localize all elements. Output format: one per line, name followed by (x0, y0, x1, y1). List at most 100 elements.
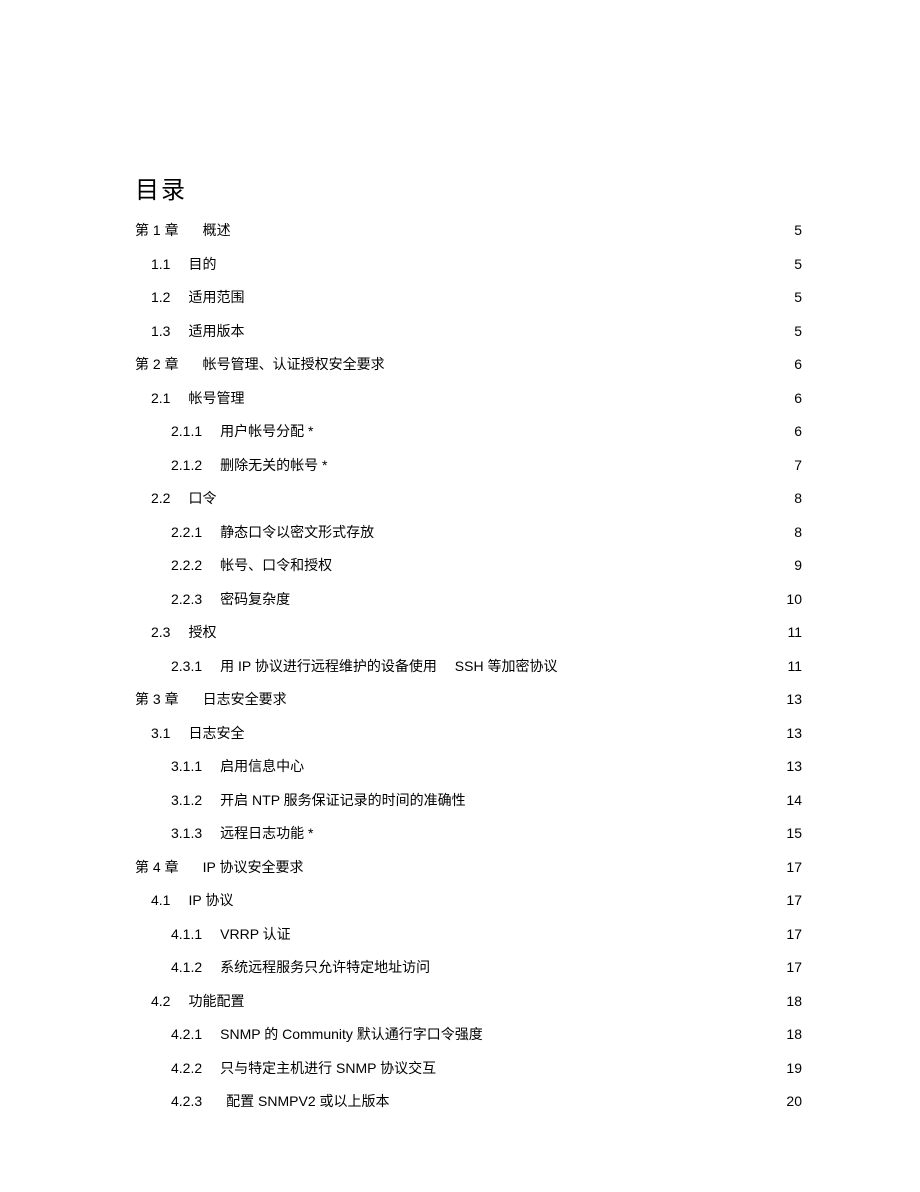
toc-entry: 2.1.1 用户帐号分配 * 6 (135, 424, 802, 438)
toc-entry: 第 2 章 帐号管理、认证授权安全要求 6 (135, 357, 802, 371)
toc-entry-number: 1.3 (151, 323, 170, 339)
toc-entry-page: 9 (782, 558, 802, 572)
toc-entry-page: 7 (782, 458, 802, 472)
toc-entry-text: 帐号、口令和授权 (220, 557, 332, 573)
toc-entry-label: 4.1.2 系统远程服务只允许特定地址访问 (171, 960, 430, 974)
toc-entry-text: 目的 (188, 256, 216, 272)
toc-entry-label: 1.2适用范围 (151, 290, 244, 304)
toc-entry-label: 2.2.2 帐号、口令和授权 (171, 558, 348, 572)
toc-entry: 3.1.1启用信息中心 13 (135, 759, 802, 773)
toc-entry-number: 2.3.1 (171, 658, 202, 674)
toc-entry-text: 配置 SNMPV2 或以上版本 (226, 1093, 389, 1109)
toc-entry: 4.2.3 配置 SNMPV2 或以上版本 20 (135, 1094, 802, 1108)
toc-entry: 4.1IP 协议17 (135, 893, 802, 907)
toc-entry: 第 3 章 日志安全要求 13 (135, 692, 802, 706)
toc-entry-page: 15 (782, 826, 802, 840)
toc-entry-label: 4.1.1VRRP 认证 (171, 927, 291, 941)
toc-entry-page: 6 (782, 424, 802, 438)
toc-entry-number: 4.2 (151, 993, 170, 1009)
toc-entry-text: 系统远程服务只允许特定地址访问 (220, 959, 430, 975)
toc-entry-text: 日志安全要求 (203, 691, 287, 707)
toc-entry-number: 4.1 (151, 892, 170, 908)
toc-entry-text: 密码复杂度 (220, 591, 290, 607)
toc-entry-page: 19 (782, 1061, 802, 1075)
toc-entry: 3.1.3远程日志功能 * 15 (135, 826, 802, 840)
toc-entry-label: 4.1IP 协议 (151, 893, 233, 907)
toc-entry: 第 4 章IP 协议安全要求17 (135, 860, 802, 874)
toc-entry-label: 3.1.2 开启 NTP 服务保证记录的时间的准确性 (171, 793, 482, 807)
toc-entry: 2.2.3密码复杂度10 (135, 592, 802, 606)
toc-entry: 2.3授权 11 (135, 625, 802, 639)
toc-entry: 4.1.1VRRP 认证17 (135, 927, 802, 941)
toc-entry-page: 5 (782, 290, 802, 304)
toc-container: 第 1 章概述51.1目的51.2适用范围51.3适用版本5第 2 章帐号管理、… (135, 223, 802, 1108)
toc-entry-number: 1.2 (151, 289, 170, 305)
toc-entry-label: 3.1 日志安全 (151, 726, 260, 740)
toc-entry-text: 开启 NTP 服务保证记录的时间的准确性 (220, 792, 466, 808)
toc-entry: 4.2.1SNMP 的 Community 默认通行字口令强度 18 (135, 1027, 802, 1041)
toc-entry-page: 11 (782, 625, 802, 639)
toc-entry-text: 帐号管理 (188, 390, 244, 406)
toc-entry-number: 第 1 章 (135, 222, 179, 238)
toc-entry-text: 日志安全 (188, 725, 244, 741)
toc-entry-page: 18 (782, 994, 802, 1008)
toc-entry-page: 13 (782, 759, 802, 773)
toc-entry-number: 2.2.2 (171, 557, 202, 573)
toc-entry-text: 用 IP 协议进行远程维护的设备使用 SSH 等加密协议 (220, 658, 557, 674)
toc-entry-page: 13 (782, 726, 802, 740)
toc-entry-page: 17 (782, 960, 802, 974)
toc-entry: 2.1帐号管理6 (135, 391, 802, 405)
toc-entry-label: 2.3.1 用 IP 协议进行远程维护的设备使用 SSH 等加密协议 (171, 659, 573, 673)
toc-entry-label: 4.2.1SNMP 的 Community 默认通行字口令强度 (171, 1027, 499, 1041)
toc-entry-page: 5 (782, 257, 802, 271)
toc-entry-page: 13 (782, 692, 802, 706)
toc-entry-text: SNMP 的 Community 默认通行字口令强度 (220, 1026, 483, 1042)
toc-entry-label: 2.3授权 (151, 625, 216, 639)
toc-entry-label: 1.3适用版本 (151, 324, 244, 338)
toc-entry-number: 3.1 (151, 725, 170, 741)
toc-entry-text: IP 协议安全要求 (203, 859, 304, 875)
toc-entry-label: 4.2功能配置 (151, 994, 260, 1008)
toc-entry-page: 6 (782, 357, 802, 371)
toc-entry: 第 1 章概述5 (135, 223, 802, 237)
toc-entry-page: 20 (782, 1094, 802, 1108)
toc-entry-page: 11 (782, 659, 802, 673)
toc-entry-text: 用户帐号分配 * (220, 423, 313, 439)
toc-entry-page: 8 (782, 525, 802, 539)
toc-entry-label: 2.2.1静态口令以密文形式存放 (171, 525, 390, 539)
toc-entry-label: 3.1.1启用信息中心 (171, 759, 320, 773)
toc-entry: 2.2.1静态口令以密文形式存放 8 (135, 525, 802, 539)
toc-entry-number: 4.1.2 (171, 959, 202, 975)
toc-entry-text: 静态口令以密文形式存放 (220, 524, 374, 540)
toc-entry-number: 4.2.3 (171, 1093, 202, 1109)
toc-entry-label: 第 2 章 帐号管理、认证授权安全要求 (135, 357, 401, 371)
toc-entry-text: 远程日志功能 * (220, 825, 313, 841)
toc-entry-number: 第 3 章 (135, 691, 179, 707)
toc-entry: 3.1 日志安全 13 (135, 726, 802, 740)
toc-entry: 3.1.2开启 NTP 服务保证记录的时间的准确性14 (135, 793, 802, 807)
toc-entry-number: 第 2 章 (135, 356, 179, 372)
toc-entry-number: 4.2.2 (171, 1060, 202, 1076)
toc-entry: 1.2适用范围 5 (135, 290, 802, 304)
toc-entry-label: 2.1.1 用户帐号分配 * (171, 424, 313, 438)
toc-entry-text: VRRP 认证 (220, 926, 291, 942)
toc-entry-label: 2.1.2删除无关的帐号 * (171, 458, 327, 472)
toc-entry-label: 2.1 帐号管理 (151, 391, 244, 405)
toc-entry-number: 3.1.2 (171, 792, 202, 808)
toc-entry-number: 第 4 章 (135, 859, 179, 875)
toc-entry: 4.2功能配置 18 (135, 994, 802, 1008)
toc-entry-text: 帐号管理、认证授权安全要求 (203, 356, 385, 372)
toc-entry-number: 2.1 (151, 390, 170, 406)
toc-entry-page: 18 (782, 1027, 802, 1041)
toc-entry-text: 启用信息中心 (220, 758, 304, 774)
toc-entry-label: 第 1 章概述 (135, 223, 231, 237)
toc-entry-text: 只与特定主机进行 SNMP 协议交互 (220, 1060, 436, 1076)
toc-entry-page: 8 (782, 491, 802, 505)
toc-entry: 2.3.1 用 IP 协议进行远程维护的设备使用 SSH 等加密协议 11 (135, 659, 802, 673)
toc-entry: 1.3适用版本5 (135, 324, 802, 338)
toc-entry-label: 第 4 章 IP 协议安全要求 (135, 860, 319, 874)
toc-entry-number: 2.1.1 (171, 423, 202, 439)
toc-entry: 2.2口令8 (135, 491, 802, 505)
toc-entry: 4.1.2 系统远程服务只允许特定地址访问 17 (135, 960, 802, 974)
toc-entry-label: 3.1.3远程日志功能 * (171, 826, 313, 840)
